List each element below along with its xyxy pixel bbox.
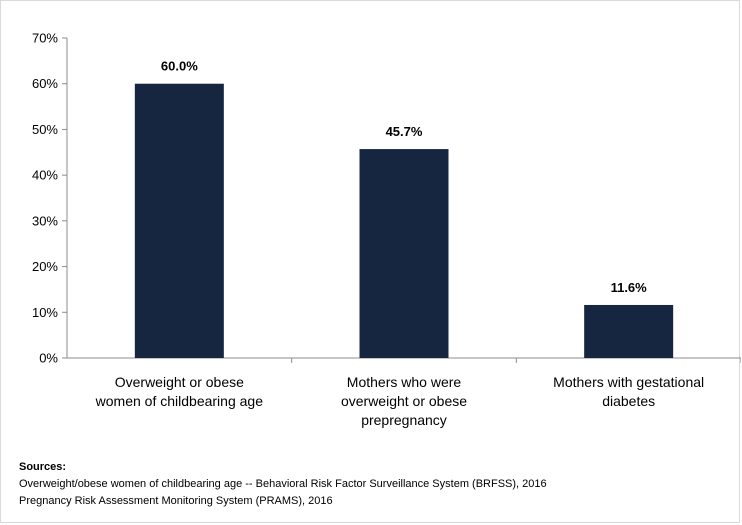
category-label: prepregnancy bbox=[361, 412, 447, 428]
category-label: Mothers who were bbox=[347, 374, 462, 390]
bar bbox=[134, 83, 224, 358]
data-label: 45.7% bbox=[386, 124, 423, 139]
y-tick-label: 50% bbox=[32, 122, 58, 137]
category-label: Mothers with gestational bbox=[553, 374, 704, 390]
y-tick-label: 40% bbox=[32, 168, 58, 183]
y-tick-label: 20% bbox=[32, 259, 58, 274]
data-label: 11.6% bbox=[611, 280, 648, 295]
y-tick-label: 30% bbox=[32, 213, 58, 228]
category-label: overweight or obese bbox=[341, 393, 467, 409]
category-label: Overweight or obese bbox=[115, 374, 244, 390]
category-label: diabetes bbox=[602, 393, 655, 409]
y-tick-label: 0% bbox=[39, 351, 58, 366]
y-tick-label: 10% bbox=[32, 305, 58, 320]
source-line-1: Overweight/obese women of childbearing a… bbox=[19, 478, 547, 490]
bar bbox=[584, 304, 674, 358]
data-label: 60.0% bbox=[161, 59, 198, 74]
sources-title: Sources: bbox=[19, 461, 67, 473]
sources-block: Sources: Overweight/obese women of child… bbox=[19, 459, 729, 510]
bar-chart: 0% 10% 20% 30% 40% 50% 60% 70% 60.0% Overweight o… bbox=[32, 31, 741, 428]
category-label: women of childbearing age bbox=[95, 393, 264, 409]
y-tick-label: 70% bbox=[32, 31, 58, 46]
bar bbox=[359, 149, 449, 358]
y-tick-label: 60% bbox=[32, 76, 58, 91]
source-line-2: Pregnancy Risk Assessment Monitoring Sys… bbox=[19, 495, 333, 507]
